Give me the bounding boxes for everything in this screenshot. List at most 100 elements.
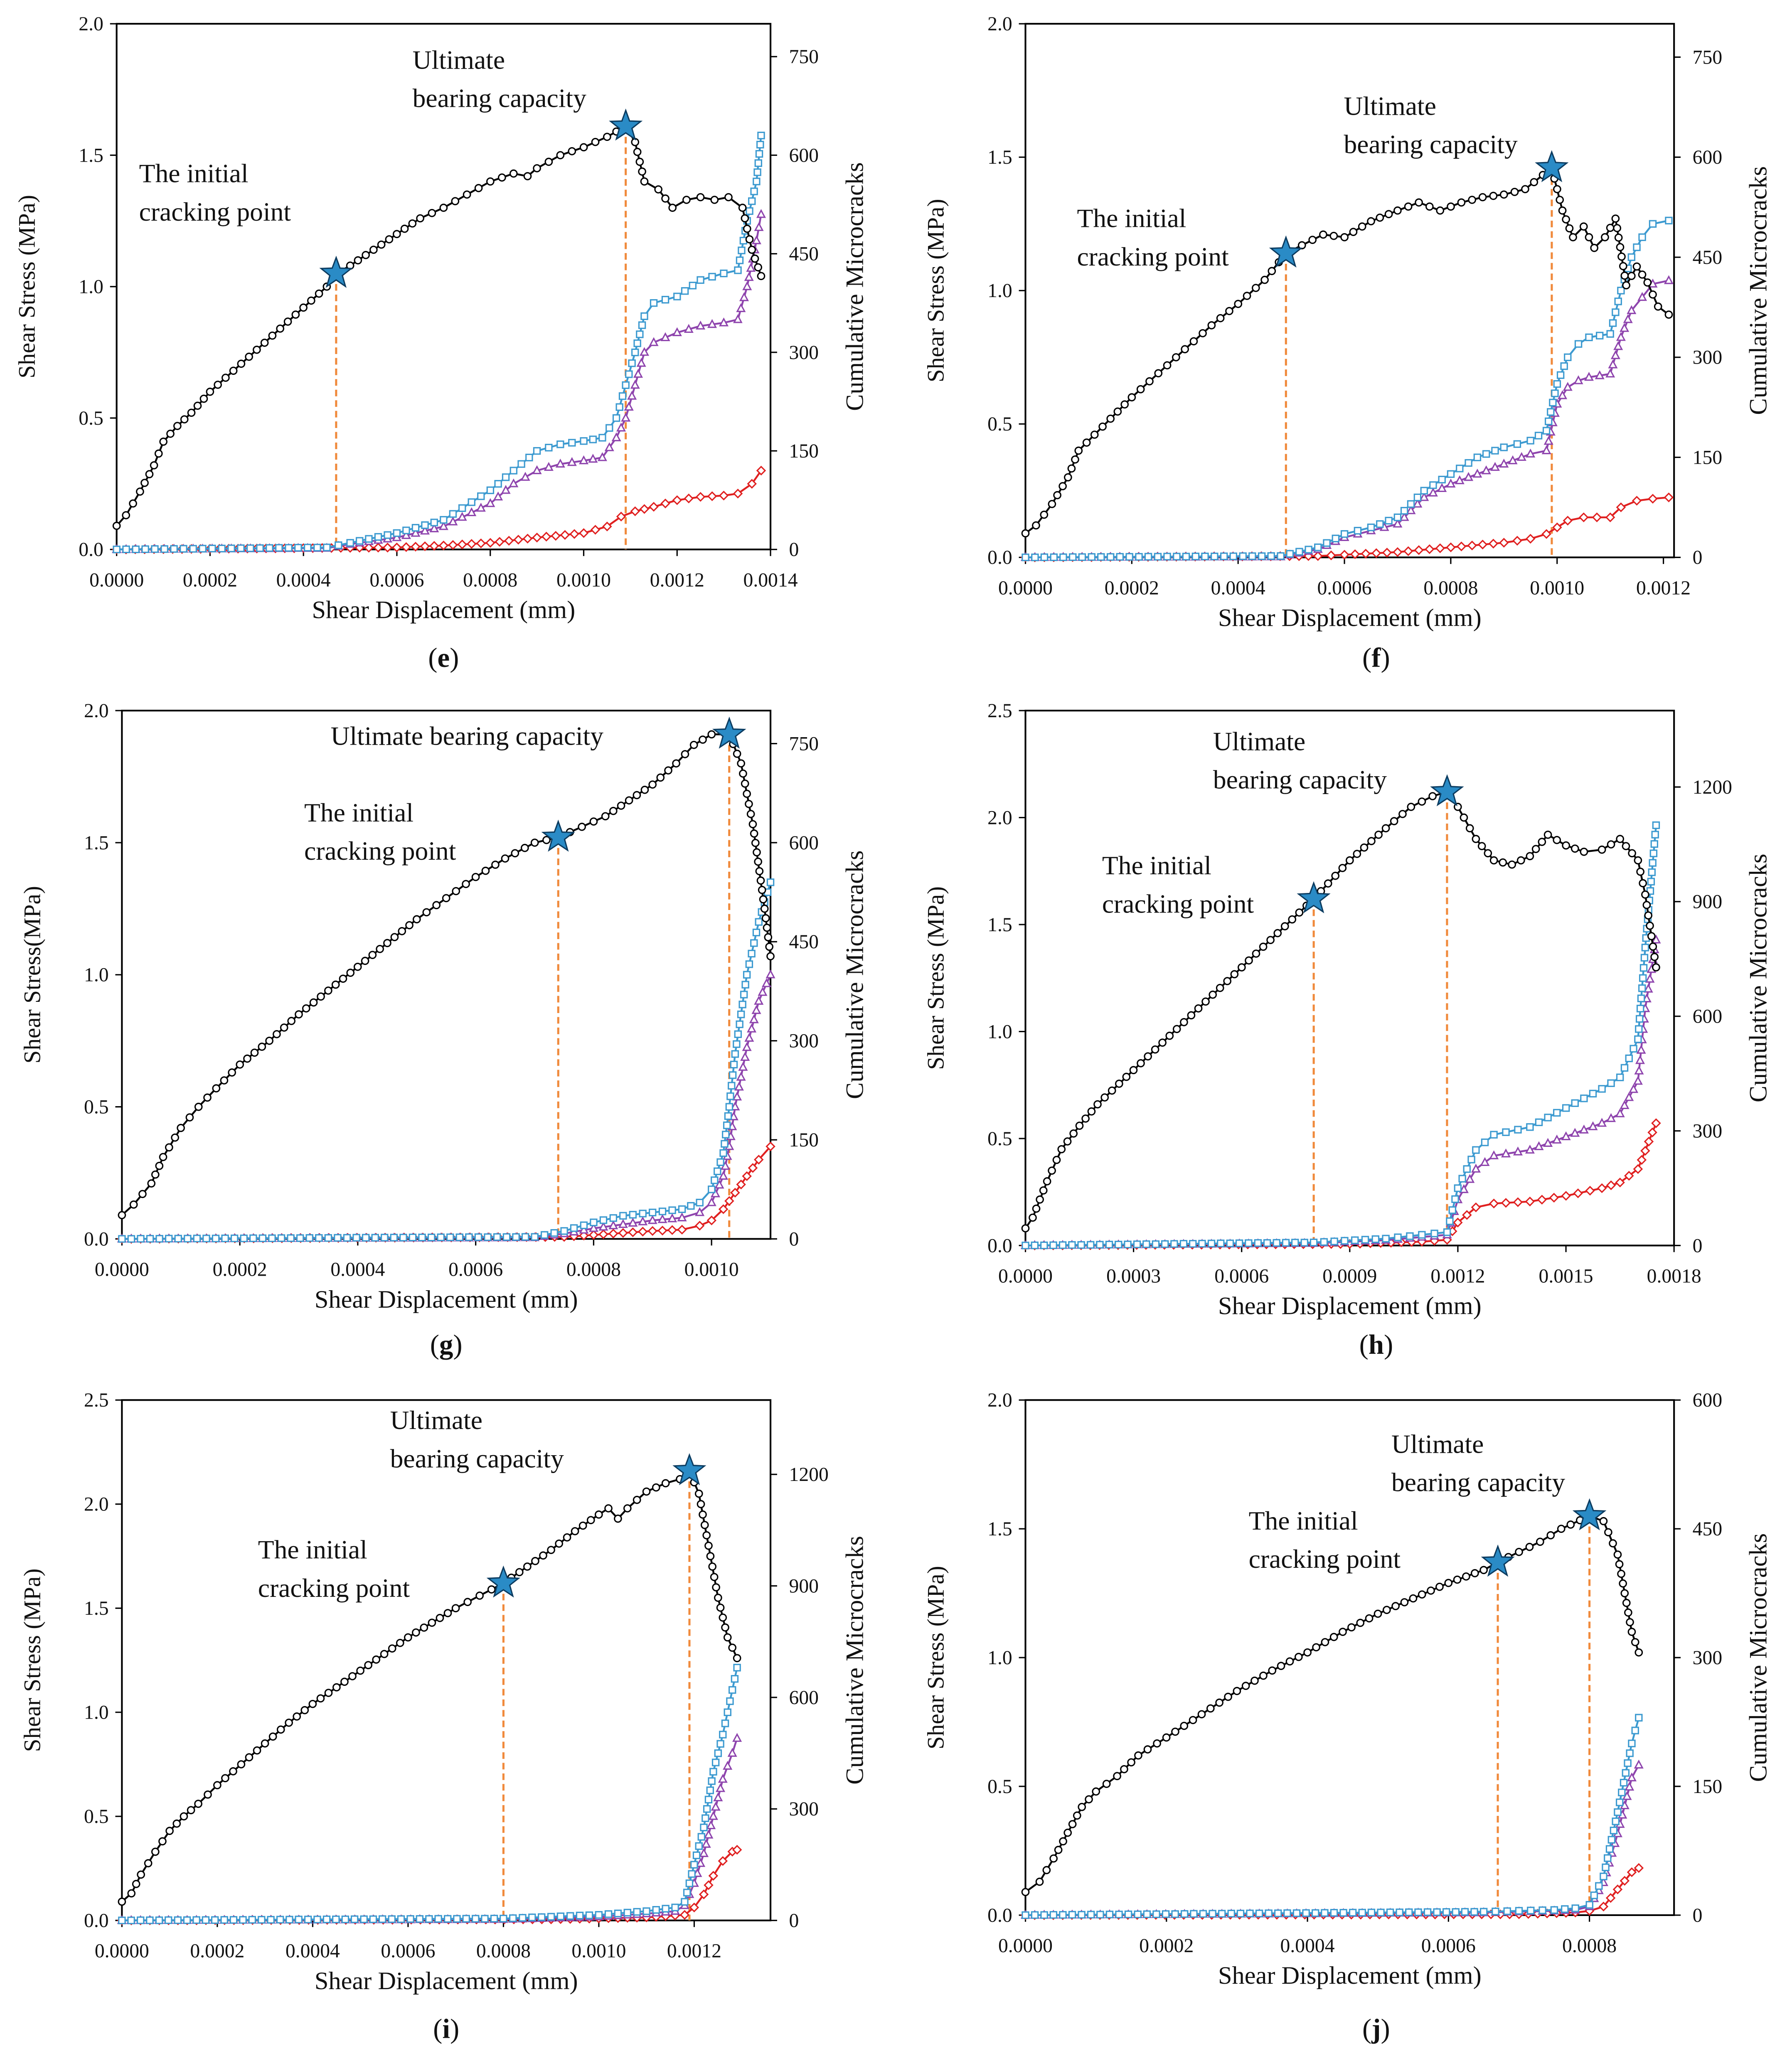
total-cracks-series-point [202,1916,210,1924]
shear-stress-series-point [1108,1086,1116,1095]
total-cracks-series-point [1209,1910,1216,1918]
total-cracks-series-point [1236,1909,1245,1918]
shear-stress-series-point [763,923,771,932]
shear-stress-series-point [362,251,370,259]
shear-stress-series-point [1223,977,1232,985]
shear-stress-series-point [1453,1575,1462,1584]
shear-stress-series-point [710,1573,719,1582]
total-cracks-series-point [1616,1798,1624,1806]
shear-stress-series-point [520,844,529,852]
shear-stress-series-point [1340,233,1349,241]
shear-stress-series-point [1627,272,1636,280]
x-tick-label: 0.0008 [476,1941,531,1962]
total-cracks-series-point [494,480,502,488]
total-cracks-series-point [743,971,751,979]
total-cracks-series-point [1226,1240,1234,1247]
shear-stress-series-point [741,214,749,223]
total-cracks-series-point [1414,1908,1422,1916]
x-tick-label: 0.0004 [330,1259,385,1280]
shear-stress-series-point [1063,1137,1072,1146]
shear-stress-series-point [171,1133,179,1142]
shear-stress-series-point [1614,233,1623,242]
shear-stress-series-point [400,224,409,233]
shear-stress-series-point [268,1732,277,1741]
annotation-line: bearing capacity [1213,765,1387,794]
y-tick-label: 2.0 [987,807,1012,829]
shear-stress-series-point [1259,942,1268,951]
x-tick-label: 0.0000 [998,577,1053,599]
total-cracks-series-point [1354,526,1362,535]
total-cracks-series-point [240,1235,248,1242]
tensile-cracks-series-point [1636,1045,1646,1054]
shear-cracks-series-point [588,1230,599,1240]
shear-stress-series-point [380,1650,389,1658]
total-cracks-series-point [458,504,466,512]
total-cracks-series-point [1229,552,1238,561]
total-cracks-series-point [1274,1909,1282,1917]
shear-stress-series-point [1460,813,1468,822]
shear-stress-series-point [1558,206,1567,215]
shear-cracks-series-point [1453,1218,1463,1227]
shear-stress-series-point [317,992,325,1001]
shear-stress-series-point [388,1644,396,1653]
x-tick-label: 0.0006 [381,1941,435,1962]
y2-tick-label: 750 [789,733,819,755]
total-cracks-series-point [141,545,149,553]
y-tick-label: 0.5 [987,1128,1012,1150]
total-cracks-series-point [1622,1769,1630,1777]
total-cracks-series-point [1096,1911,1104,1919]
shear-stress-series-point [250,1048,259,1057]
tensile-cracks-series-point [647,1215,657,1224]
y-tick-label: 0.0 [987,1235,1012,1257]
star-icon [609,108,643,141]
shear-cracks-series-point [1598,1901,1609,1912]
total-cracks-series-point [199,545,207,553]
shear-cracks-series-point [667,1225,677,1235]
shear-stress-series-point [1579,222,1588,231]
total-cracks-series-point [1201,552,1209,561]
total-cracks-series-point [1447,470,1455,478]
shear-stress-series-point [1187,1011,1196,1020]
shear-stress-series [112,122,766,530]
shear-stress-series-point [408,219,417,228]
y2-tick-label: 150 [1693,1776,1722,1798]
total-cracks-series-point [1561,1905,1569,1913]
tensile-cracks-series-point [730,1101,740,1111]
total-cracks-series-point [1022,553,1029,561]
total-cracks-series-point [1526,1123,1534,1131]
shear-stress-series-point [1233,1687,1241,1695]
shear-stress-series-point [761,914,770,922]
total-cracks-series-point [1286,550,1294,558]
total-cracks-series-point [1142,1240,1150,1248]
total-cracks-series-point [755,918,763,926]
shear-cracks-series-point [522,534,533,544]
tensile-cracks-series-point [734,1082,744,1091]
shear-stress-series-point [1499,858,1507,867]
x-tick-label: 0.0002 [213,1259,267,1280]
shear-cracks-series-point [420,541,430,551]
shear-stress-series-point [172,1819,181,1828]
shear-cracks-series-point [708,1871,719,1881]
total-cracks-series-point [1400,507,1408,515]
total-cracks-series-point [731,1050,739,1058]
shear-stress-series-point [1615,1560,1624,1569]
y2-axis-label: Cumulative Microcracks [1745,1533,1772,1782]
panel-paren-close: ) [1381,643,1390,673]
shear-cracks-series-point [1512,536,1522,546]
total-cracks-series-point [604,1910,613,1918]
shear-stress-series-point [758,885,766,894]
shear-cracks-series-point [1664,492,1674,502]
total-cracks-series-point [132,545,140,553]
total-cracks-series-point [720,269,728,278]
total-cracks-series-point [1598,1085,1606,1093]
shear-stress-series-point [1294,1653,1303,1661]
total-cracks-series-point [425,1915,433,1923]
shear-cracks-series-point [1616,502,1626,512]
total-cracks-series-point [1628,1739,1636,1747]
total-cracks-series-point [1295,548,1303,556]
tensile-cracks-series-point [579,455,589,465]
total-cracks-series-point [1125,553,1133,561]
y-tick-label: 0.5 [84,1806,109,1827]
shear-stress-series-point [385,235,394,244]
shear-stress-series-point [1654,302,1662,311]
